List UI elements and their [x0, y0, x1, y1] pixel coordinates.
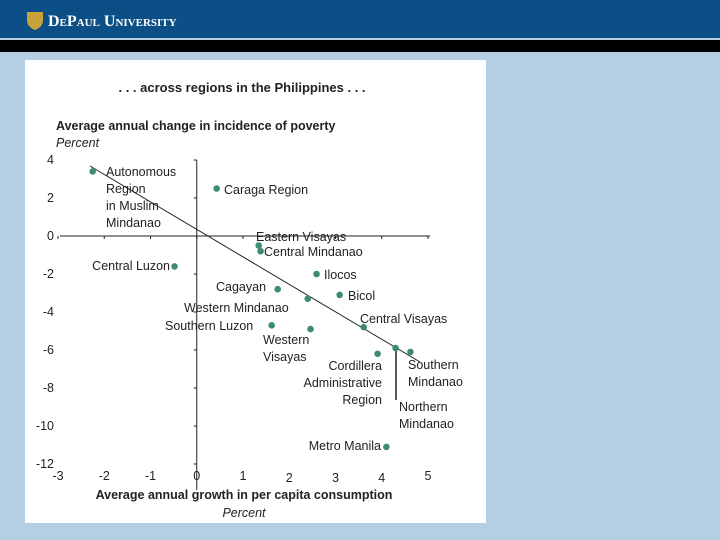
y-tick-label: -2	[43, 267, 54, 281]
data-point	[304, 295, 312, 303]
y-tick-label: -12	[36, 457, 54, 471]
x-axis-title: Average annual growth in per capita cons…	[96, 488, 393, 502]
data-point	[336, 291, 343, 299]
y-tick-label: -6	[43, 343, 54, 357]
data-point	[274, 285, 281, 293]
y-tick-label: -10	[36, 419, 54, 433]
y-tick-label: 0	[47, 229, 54, 243]
point-label: Mindanao	[106, 216, 161, 230]
point-label: Caraga Region	[224, 183, 308, 197]
header-title: DePaul University	[48, 13, 177, 30]
point-label: Central Luzon	[92, 259, 170, 273]
chart-panel	[25, 60, 486, 523]
data-point	[257, 247, 264, 255]
data-point	[360, 323, 368, 331]
chart-title: . . . across regions in the Philippines …	[118, 80, 365, 95]
point-label: Western	[263, 333, 309, 347]
y-axis-unit: Percent	[56, 136, 100, 150]
header-rule	[0, 40, 720, 52]
point-label: Mindanao	[399, 417, 454, 431]
x-tick-label: 5	[425, 469, 432, 483]
y-tick-label: -4	[43, 305, 54, 319]
y-tick-label: 4	[47, 153, 54, 167]
point-label: Region	[342, 393, 382, 407]
point-label: Metro Manila	[309, 439, 381, 453]
y-tick-label: -8	[43, 381, 54, 395]
data-point	[307, 325, 314, 333]
point-label: in Muslim	[106, 199, 159, 213]
point-label: Administrative	[304, 376, 383, 390]
point-label: Bicol	[348, 289, 375, 303]
data-point	[313, 270, 320, 278]
data-point	[89, 168, 96, 175]
x-tick-label: -2	[99, 469, 110, 483]
data-point	[268, 322, 275, 329]
data-point	[255, 242, 263, 249]
data-point	[407, 348, 414, 356]
point-label: Western Mindanao	[184, 301, 289, 315]
y-axis-title: Average annual change in incidence of po…	[56, 119, 336, 133]
data-point	[383, 443, 390, 451]
point-label: Southern Luzon	[165, 319, 253, 333]
data-point	[374, 350, 381, 358]
logo-shield	[27, 12, 43, 30]
x-tick-label: 3	[332, 471, 339, 485]
x-tick-label: 2	[286, 471, 293, 485]
point-label: Autonomous	[106, 165, 176, 179]
point-label: Northern	[399, 400, 448, 414]
x-tick-label: -3	[52, 469, 63, 483]
point-label: Region	[106, 182, 146, 196]
point-label: Eastern Visayas	[256, 230, 346, 244]
point-label: Central Visayas	[360, 312, 447, 326]
point-label: Cagayan	[216, 280, 266, 294]
point-label: Central Mindanao	[264, 245, 363, 259]
x-tick-label: 4	[378, 471, 385, 485]
y-tick-label: 2	[47, 191, 54, 205]
header-bar	[0, 0, 720, 38]
point-label: Cordillera	[329, 359, 383, 373]
x-tick-label: 0	[193, 469, 200, 483]
x-tick-label: -1	[145, 469, 156, 483]
x-axis-unit: Percent	[222, 506, 266, 520]
data-point	[171, 263, 178, 270]
data-point	[392, 344, 399, 352]
point-label: Ilocos	[324, 268, 357, 282]
point-label: Mindanao	[408, 375, 463, 389]
x-tick-label: 1	[240, 469, 247, 483]
data-point	[213, 185, 220, 192]
point-label: Southern	[408, 358, 459, 372]
point-label: Visayas	[263, 350, 307, 364]
